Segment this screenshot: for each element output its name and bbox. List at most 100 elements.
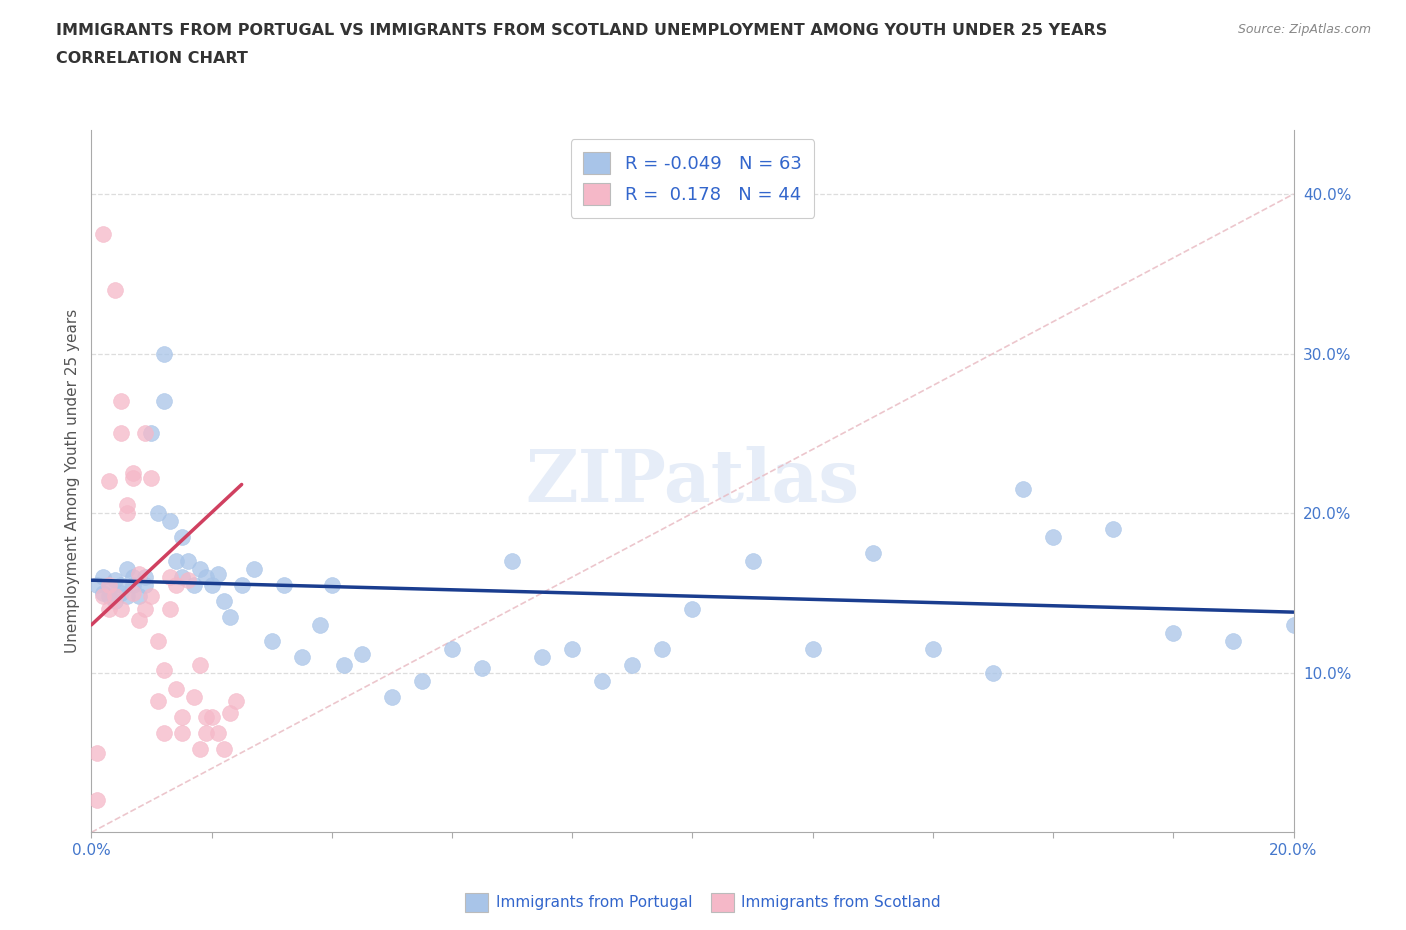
Point: [681, 602, 703, 617]
Point: [561, 642, 583, 657]
Point: [93, 569, 115, 584]
Point: [212, 742, 235, 757]
Point: [225, 694, 247, 709]
Text: ZIPatlas: ZIPatlas: [526, 445, 859, 517]
Point: [1042, 530, 1064, 545]
Point: [98, 578, 121, 592]
Point: [93, 586, 115, 601]
Point: [98, 589, 121, 604]
Point: [201, 578, 224, 592]
Point: [183, 578, 205, 592]
Point: [128, 566, 150, 581]
Point: [350, 646, 373, 661]
Point: [159, 569, 181, 584]
Point: [231, 578, 253, 592]
Point: [201, 710, 224, 724]
Point: [110, 586, 132, 601]
Point: [98, 602, 121, 617]
Point: [117, 506, 139, 521]
Point: [134, 578, 156, 592]
Point: [122, 586, 145, 601]
Point: [176, 553, 198, 568]
Point: [110, 602, 132, 617]
Point: [86, 578, 108, 592]
Point: [93, 227, 115, 242]
Point: [152, 726, 174, 741]
Point: [741, 553, 763, 568]
Point: [86, 745, 108, 760]
Point: [981, 665, 1004, 680]
Point: [117, 562, 139, 577]
Point: [471, 660, 494, 675]
Point: [188, 742, 211, 757]
Point: [188, 562, 211, 577]
Point: [333, 658, 356, 672]
Text: IMMIGRANTS FROM PORTUGAL VS IMMIGRANTS FROM SCOTLAND UNEMPLOYMENT AMONG YOUTH UN: IMMIGRANTS FROM PORTUGAL VS IMMIGRANTS F…: [56, 23, 1108, 38]
Point: [218, 705, 240, 720]
Point: [104, 283, 127, 298]
Point: [194, 569, 217, 584]
Y-axis label: Unemployment Among Youth under 25 years: Unemployment Among Youth under 25 years: [65, 309, 80, 654]
Point: [104, 593, 127, 608]
Point: [146, 506, 169, 521]
Point: [104, 573, 127, 588]
Point: [146, 694, 169, 709]
Point: [170, 530, 193, 545]
Text: CORRELATION CHART: CORRELATION CHART: [56, 51, 247, 66]
Point: [273, 578, 295, 592]
Point: [1102, 522, 1125, 537]
Point: [122, 471, 145, 485]
Point: [152, 346, 174, 361]
Point: [1012, 482, 1035, 497]
Point: [98, 582, 121, 597]
Point: [176, 573, 198, 588]
Point: [1222, 633, 1244, 648]
Point: [308, 618, 330, 632]
Point: [146, 633, 169, 648]
Point: [141, 426, 163, 441]
Point: [291, 649, 314, 664]
Point: [134, 426, 156, 441]
Point: [501, 553, 523, 568]
Point: [242, 562, 264, 577]
Text: Source: ZipAtlas.com: Source: ZipAtlas.com: [1237, 23, 1371, 36]
Point: [110, 394, 132, 409]
Point: [86, 793, 108, 808]
Point: [159, 602, 181, 617]
Point: [207, 726, 229, 741]
Point: [183, 689, 205, 704]
Point: [117, 498, 139, 512]
Point: [141, 589, 163, 604]
Point: [159, 513, 181, 528]
Point: [621, 658, 644, 672]
Point: [922, 642, 945, 657]
Point: [165, 682, 187, 697]
Point: [170, 726, 193, 741]
Point: [117, 589, 139, 604]
Point: [321, 578, 343, 592]
Point: [194, 710, 217, 724]
Point: [110, 578, 132, 592]
Point: [1161, 626, 1184, 641]
Point: [531, 649, 554, 664]
Point: [194, 726, 217, 741]
Point: [591, 673, 613, 688]
Point: [93, 589, 115, 604]
Point: [152, 394, 174, 409]
Point: [134, 569, 156, 584]
Point: [207, 566, 229, 581]
Point: [411, 673, 433, 688]
Point: [165, 578, 187, 592]
Point: [381, 689, 404, 704]
Point: [651, 642, 673, 657]
Point: [104, 589, 127, 604]
Point: [212, 593, 235, 608]
Point: [260, 633, 283, 648]
Point: [122, 466, 145, 481]
Point: [170, 710, 193, 724]
Point: [218, 609, 240, 624]
Point: [141, 471, 163, 485]
Point: [170, 569, 193, 584]
Point: [1282, 618, 1305, 632]
Point: [152, 662, 174, 677]
